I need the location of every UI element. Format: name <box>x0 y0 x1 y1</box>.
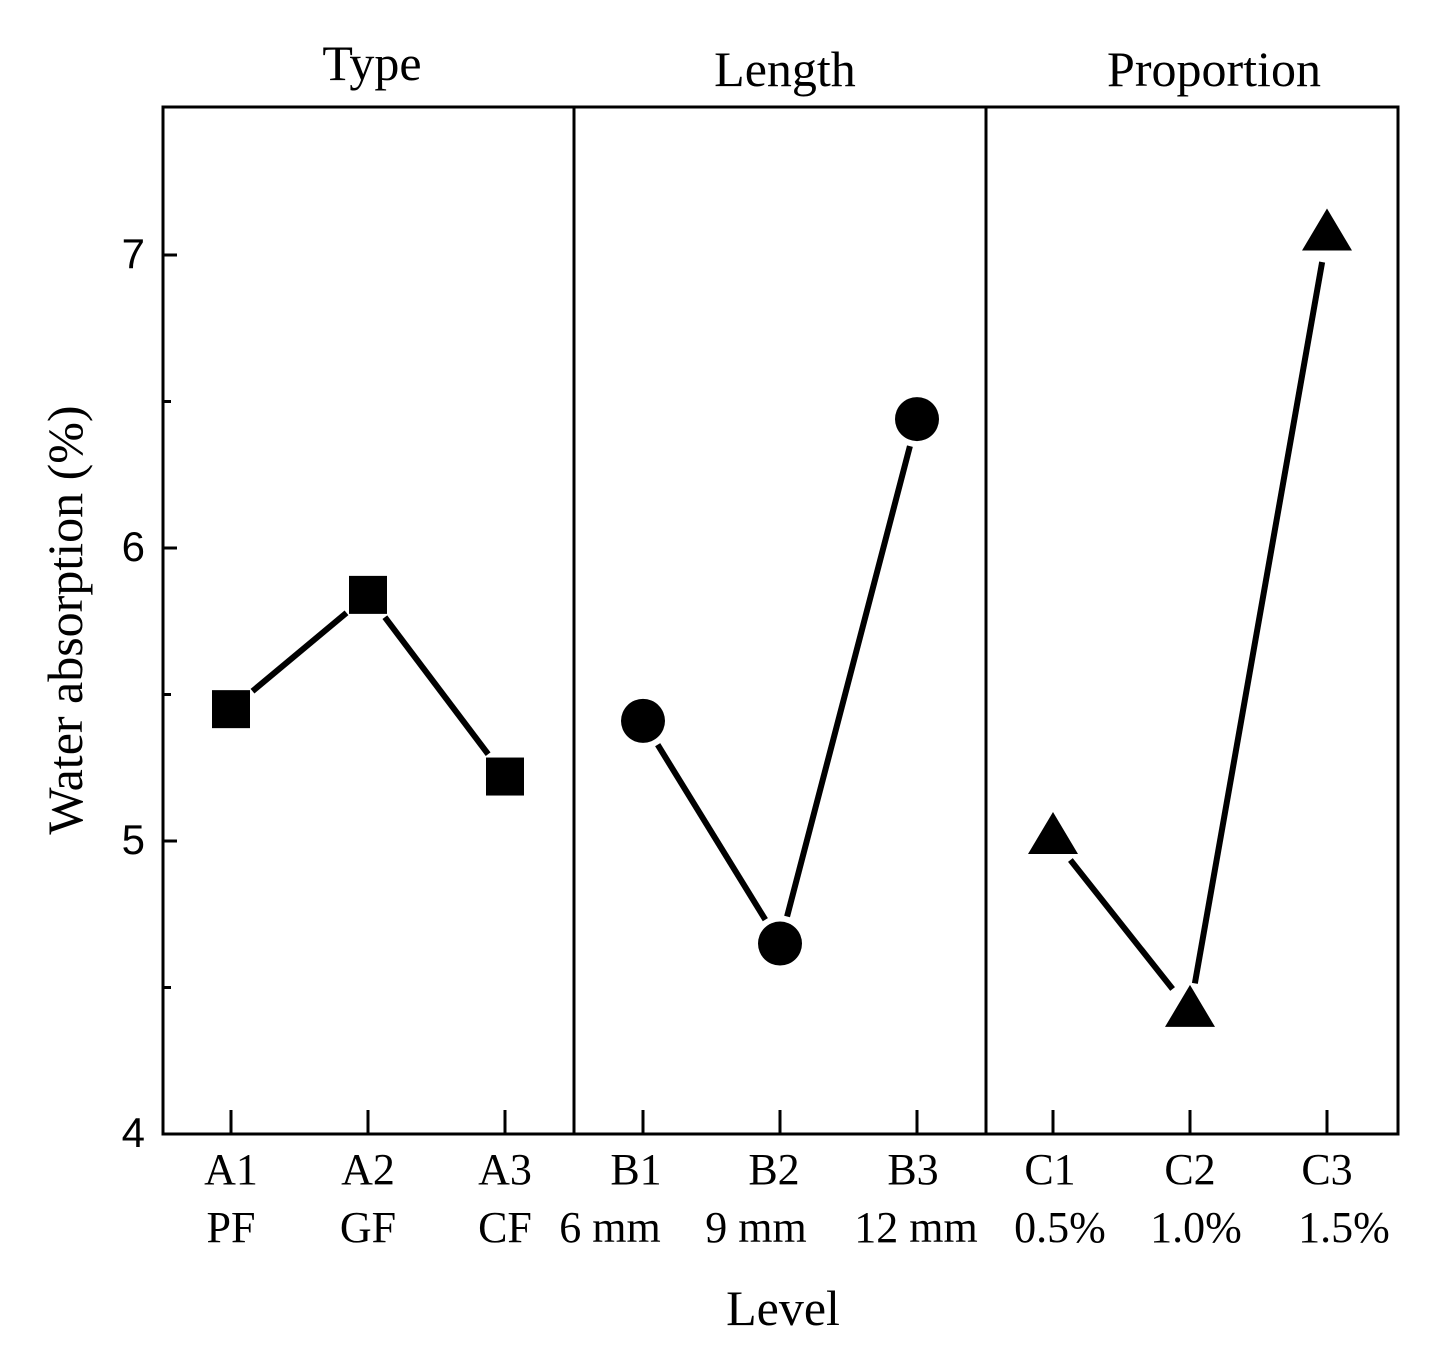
marker-C3 <box>1302 208 1352 251</box>
x-level-name-C3: 1.5% <box>1298 1203 1390 1252</box>
x-level-code-B3: B3 <box>887 1145 938 1194</box>
panel-title-length: Length <box>714 41 856 97</box>
segment-C1-C2 <box>1068 858 1175 991</box>
segment-A2-A3 <box>382 615 491 756</box>
x-level-name-A1: PF <box>207 1203 256 1252</box>
effect-lines <box>250 261 1326 991</box>
marker-A1 <box>212 690 250 729</box>
marker-A2 <box>349 575 387 614</box>
x-level-name-C1: 0.5% <box>1014 1203 1106 1252</box>
x-level-code-C3: C3 <box>1301 1145 1352 1194</box>
segment-A1-A2 <box>250 610 349 694</box>
marker-B2 <box>758 921 802 966</box>
x-level-code-B1: B1 <box>610 1145 661 1194</box>
x-level-code-A2: A2 <box>341 1145 395 1194</box>
x-level-name-B2: 9 mm <box>705 1203 806 1252</box>
x-level-name-A3: CF <box>478 1203 532 1252</box>
x-level-code-C1: C1 <box>1024 1145 1075 1194</box>
segment-C2-C3 <box>1191 261 1326 984</box>
y-tick-label-6: 6 <box>122 523 145 570</box>
marker-B3 <box>895 397 939 442</box>
y-tick-label-5: 5 <box>122 816 145 863</box>
plot-frame <box>161 105 1400 1136</box>
x-level-code-A3: A3 <box>478 1145 532 1194</box>
x-level-code-B2: B2 <box>748 1145 799 1194</box>
y-tick-label-4: 4 <box>122 1109 145 1156</box>
marker-A3 <box>486 757 524 796</box>
y-tick-label-7: 7 <box>122 230 145 277</box>
x-level-code-A1: A1 <box>204 1145 258 1194</box>
segment-B1-B2 <box>655 743 768 922</box>
x-level-name-B1: 6 mm <box>559 1203 660 1252</box>
x-level-name-C2: 1.0% <box>1150 1203 1242 1252</box>
marker-B1 <box>621 698 665 743</box>
axis-ticks <box>163 253 1329 1136</box>
panel-title-type: Type <box>322 35 421 91</box>
x-axis-label: Level <box>726 1280 840 1336</box>
segment-B2-B3 <box>784 445 913 918</box>
effect-markers <box>212 208 1352 1027</box>
y-axis-label: Water absorption (%) <box>37 405 93 834</box>
x-level-name-B3: 12 mm <box>854 1203 977 1252</box>
panel-title-proportion: Proportion <box>1107 41 1321 97</box>
x-level-name-A2: GF <box>340 1203 396 1252</box>
marker-C1 <box>1028 812 1078 855</box>
x-level-code-C2: C2 <box>1164 1145 1215 1194</box>
marker-C2 <box>1165 984 1215 1027</box>
